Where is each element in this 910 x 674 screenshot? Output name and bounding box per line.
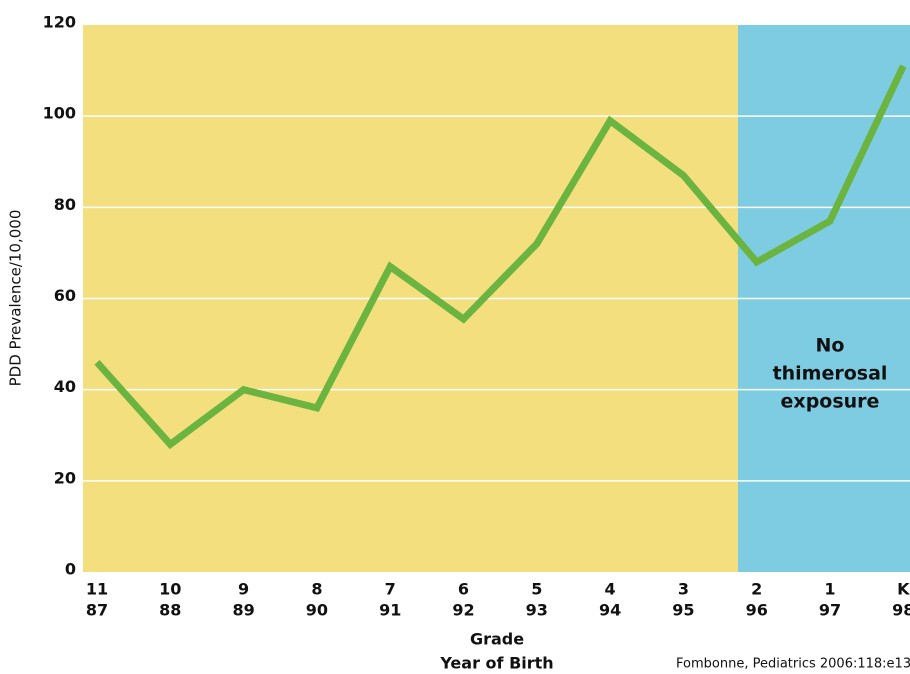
grid	[83, 115, 910, 482]
y-tick-label: 40	[54, 377, 76, 396]
x-tick-label: 95	[672, 601, 694, 620]
x-tick-label: 7	[385, 580, 396, 599]
x-axis-label: Year of Birth	[439, 654, 553, 673]
y-tick-label: 120	[43, 13, 76, 32]
x-tick-label: 5	[531, 580, 542, 599]
x-tick-label: 96	[746, 601, 768, 620]
x-tick-label: 1	[824, 580, 835, 599]
y-tick-label: 0	[65, 560, 76, 579]
x-tick-label: 6	[458, 580, 469, 599]
x-tick-label: 11	[86, 580, 108, 599]
y-axis-label: PDD Prevalence/10,000	[7, 210, 25, 387]
x-tick-label: 87	[86, 601, 108, 620]
source: Fombonne, Pediatrics 2006:118:e13	[676, 657, 910, 672]
data-line	[94, 64, 907, 450]
x-tick-label: 88	[159, 601, 181, 620]
x-tick-label: 9	[238, 580, 249, 599]
annotation: No	[816, 335, 845, 357]
x-axis-label: Grade	[470, 630, 524, 649]
x-tick-label: 90	[306, 601, 328, 620]
x-tick-label: K	[897, 580, 910, 599]
y-tick-label: 60	[54, 286, 76, 305]
y-tick-label: 80	[54, 195, 76, 214]
x-tick-label: 98	[892, 601, 910, 620]
x-tick-label: 91	[379, 601, 401, 620]
x-tick-label: 8	[311, 580, 322, 599]
x-tick-label: 92	[452, 601, 474, 620]
y-tick-label: 20	[54, 468, 76, 487]
y-tick-label: 100	[43, 104, 76, 123]
x-tick-label: 2	[751, 580, 762, 599]
x-tick-label: 94	[599, 601, 621, 620]
x-tick-label: 3	[678, 580, 689, 599]
annotation: exposure	[781, 391, 880, 413]
x-tick-label: 89	[232, 601, 254, 620]
x-tick-label: 93	[526, 601, 548, 620]
x-tick-label: 97	[819, 601, 841, 620]
x-tick-label: 4	[605, 580, 616, 599]
x-tick-label: 10	[159, 580, 181, 599]
annotation: thimerosal	[773, 363, 888, 385]
